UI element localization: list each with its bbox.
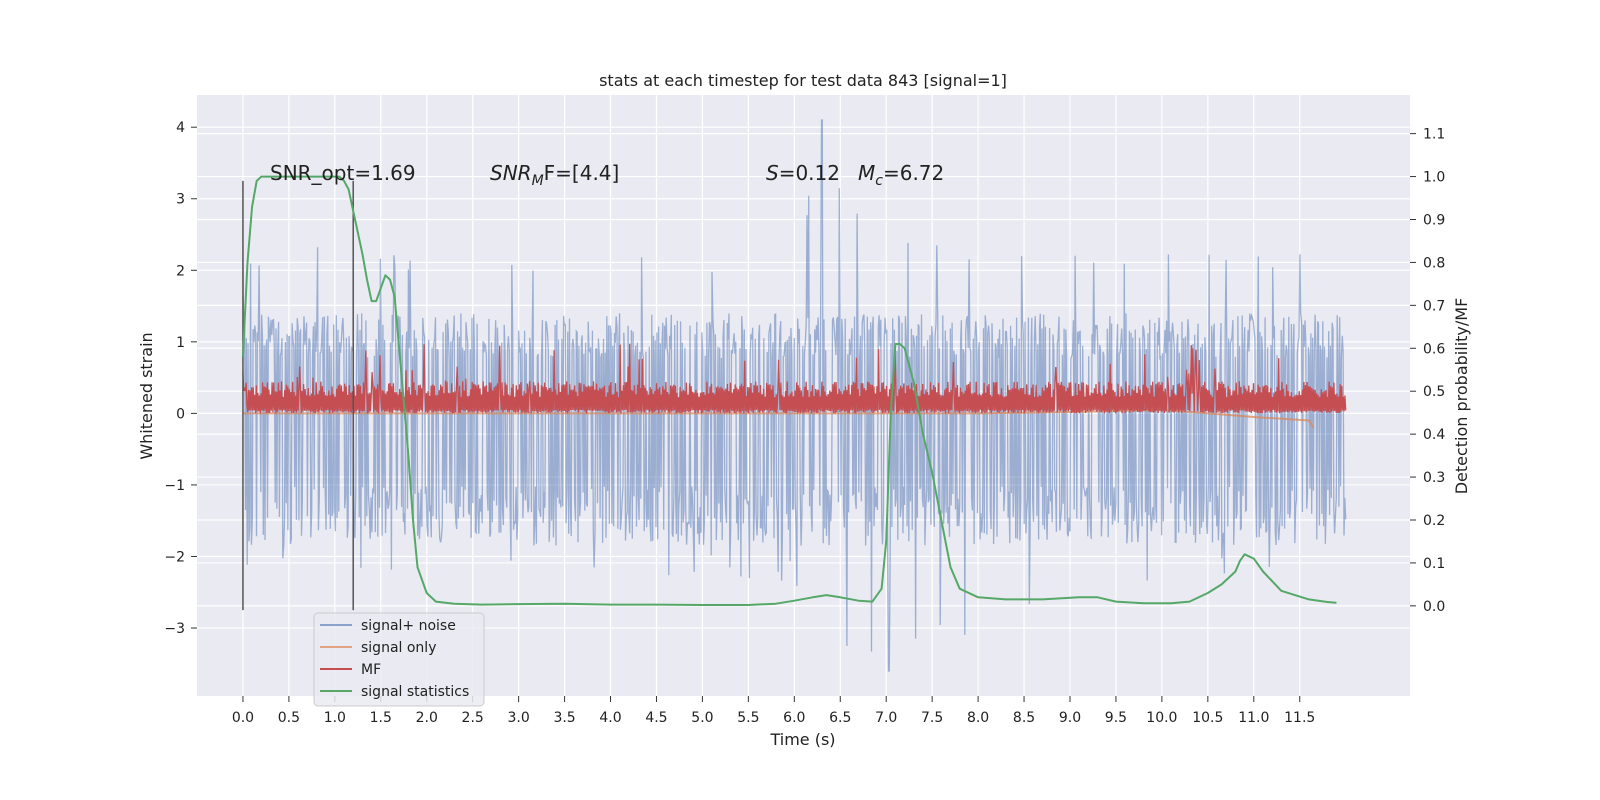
y-right-tick-label: 0.6: [1423, 341, 1445, 357]
annotation-snr-mf-name: SNR: [490, 161, 532, 185]
annotation-s-value: =0.12: [779, 161, 840, 185]
y-tick-label: −1: [164, 478, 185, 494]
legend-label: signal statistics: [361, 684, 469, 700]
y-right-tick-label: 0.5: [1423, 384, 1445, 400]
y-right-tick-label: 0.3: [1423, 470, 1445, 486]
y-axis-ticks: −3 −2 −1 0 1 2 3 4: [164, 120, 197, 637]
x-tick-label: 4.0: [599, 710, 621, 726]
y-right-tick-label: 1.0: [1423, 170, 1445, 186]
annotation-mc: Mc=6.72: [858, 161, 944, 189]
vertical-markers: [242, 180, 354, 611]
annotation-snr-mf-sub: M: [532, 173, 544, 189]
y-tick-label: 4: [176, 120, 185, 136]
legend-label: signal only: [361, 640, 436, 656]
y-tick-label: 3: [176, 192, 185, 208]
x-tick-label: 9.5: [1105, 710, 1127, 726]
x-tick-label: 9.0: [1059, 710, 1081, 726]
x-tick-label: 5.5: [737, 710, 759, 726]
x-tick-label: 11.5: [1284, 710, 1315, 726]
x-tick-label: 6.0: [783, 710, 805, 726]
y-tick-label: −2: [164, 549, 185, 565]
annotation-mc-value: =6.72: [883, 161, 944, 185]
x-tick-label: 0.5: [278, 710, 300, 726]
x-tick-label: 2.5: [462, 710, 484, 726]
x-tick-label: 5.0: [691, 710, 713, 726]
annotation-s: S=0.12: [766, 161, 840, 185]
y-tick-label: 0: [176, 406, 185, 422]
annotation-s-name: S: [766, 161, 779, 185]
x-axis-label: Time (s): [769, 730, 835, 749]
x-tick-label: 0.0: [232, 710, 254, 726]
signal-noise-line: [242, 119, 1347, 672]
series-signal-noise: [242, 119, 1347, 672]
chart-title: stats at each timestep for test data 843…: [599, 71, 1007, 90]
series-mf: [242, 343, 1347, 414]
y-right-tick-label: 0.2: [1423, 513, 1445, 529]
x-tick-label: 10.5: [1192, 710, 1223, 726]
x-tick-label: 2.0: [416, 710, 438, 726]
annotation-snr-mf: SNRMF=[4.4]: [490, 161, 619, 189]
x-tick-label: 7.0: [875, 710, 897, 726]
x-tick-label: 7.5: [921, 710, 943, 726]
y-right-tick-label: 1.1: [1423, 127, 1445, 143]
x-tick-label: 1.5: [370, 710, 392, 726]
x-tick-label: 8.0: [967, 710, 989, 726]
x-tick-label: 8.5: [1013, 710, 1035, 726]
x-axis-ticks: 0.0 0.5 1.0 1.5 2.0 2.5 3.0 3.5 4.0 4.5 5.0 5.5 6.0 6…: [232, 696, 1315, 726]
y-right-tick-label: 0.9: [1423, 212, 1445, 228]
x-tick-label: 4.5: [645, 710, 667, 726]
y-right-tick-label: 0.0: [1423, 599, 1445, 615]
signal-statistics-line: [241, 175, 1337, 606]
legend: signal+ noise signal only MF signal statist…: [313, 612, 485, 707]
legend-label: signal+ noise: [361, 618, 456, 634]
x-tick-label: 10.0: [1146, 710, 1177, 726]
y-right-tick-label: 0.1: [1423, 556, 1445, 572]
x-tick-label: 3.0: [507, 710, 529, 726]
x-tick-label: 3.5: [553, 710, 575, 726]
series-signal-statistics: [241, 175, 1337, 606]
y-right-tick-label: 0.4: [1423, 427, 1445, 443]
y-tick-label: 1: [176, 335, 185, 351]
x-tick-label: 1.0: [324, 710, 346, 726]
x-tick-label: 11.0: [1238, 710, 1269, 726]
y-right-axis-label: Detection probability/MF: [1452, 298, 1471, 495]
y-right-axis-ticks: 0.0 0.1 0.2 0.3 0.4 0.5 0.6 0.7 0.8 0.9 1.0 1.1: [1410, 127, 1445, 615]
y-axis-label: Whitened strain: [137, 332, 156, 459]
annotation-snr-opt: SNR_opt=1.69: [270, 161, 416, 185]
y-right-tick-label: 0.7: [1423, 298, 1445, 314]
legend-box: [313, 612, 485, 707]
y-right-tick-label: 0.8: [1423, 255, 1445, 271]
annotation-mc-sub: c: [875, 173, 883, 189]
y-tick-label: 2: [176, 263, 185, 279]
y-tick-label: −3: [164, 621, 185, 637]
x-tick-label: 6.5: [829, 710, 851, 726]
mf-line: [242, 343, 1347, 414]
annotation-snr-mf-rest: F=[4.4]: [544, 161, 620, 185]
annotation-mc-name: M: [858, 161, 875, 185]
legend-label: MF: [361, 662, 381, 678]
